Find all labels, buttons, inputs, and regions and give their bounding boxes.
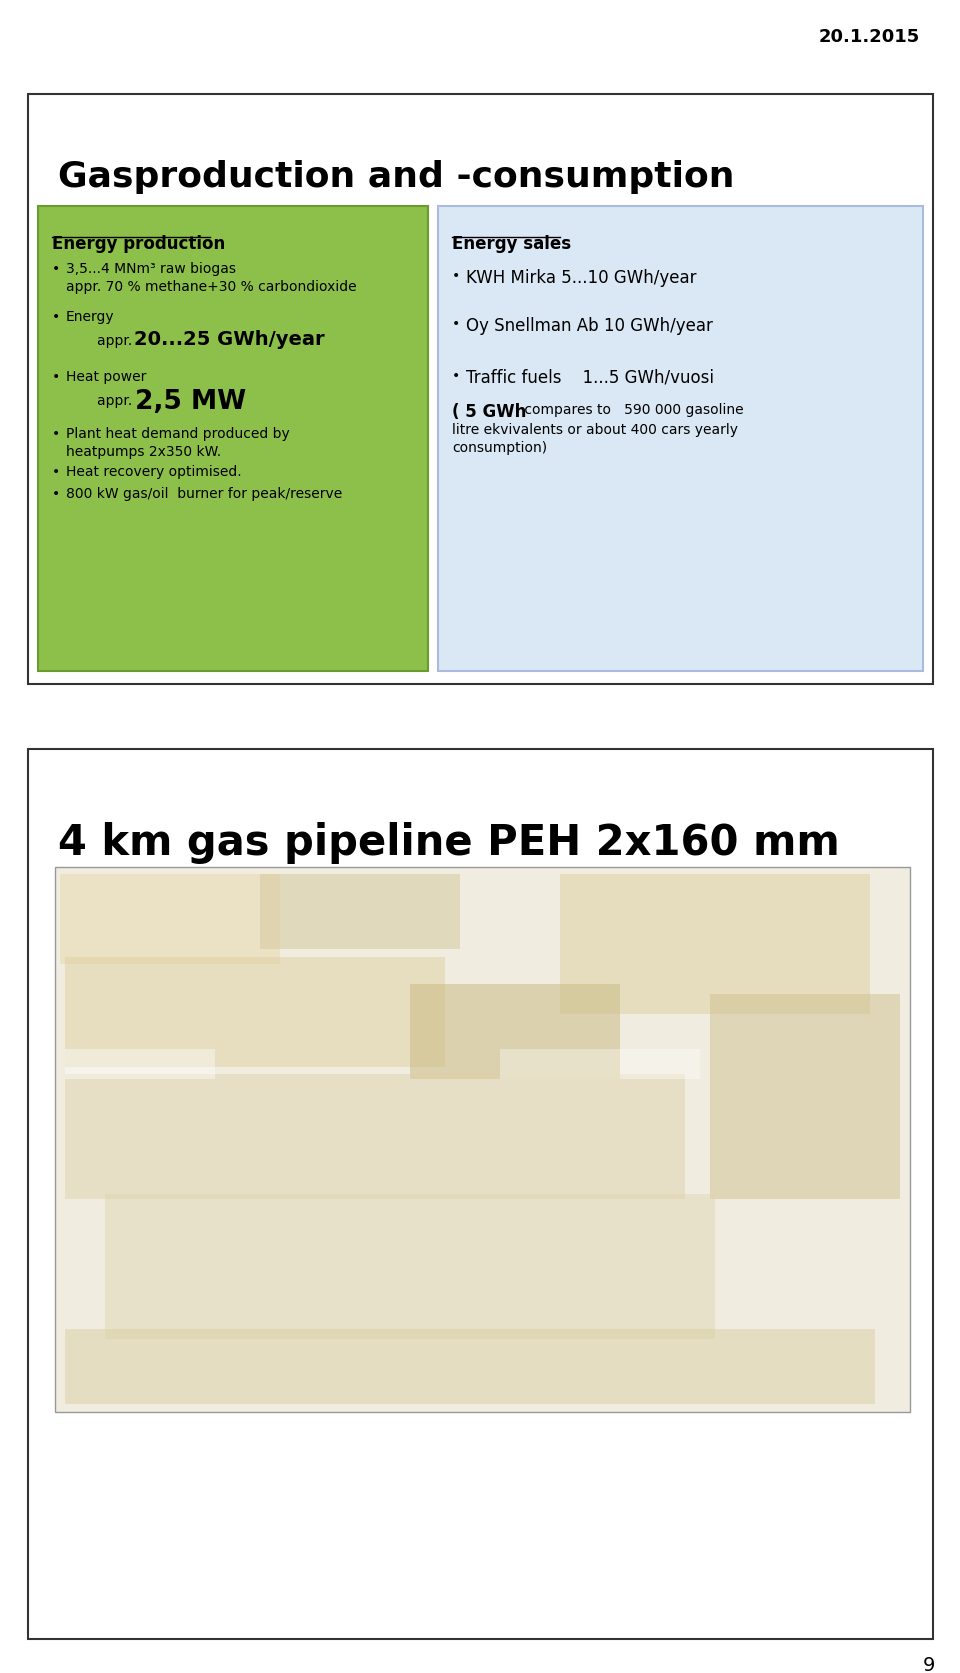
FancyBboxPatch shape — [500, 1049, 700, 1079]
FancyBboxPatch shape — [65, 1074, 685, 1200]
Text: Traffic fuels    1...5 GWh/vuosi: Traffic fuels 1...5 GWh/vuosi — [466, 368, 714, 386]
Text: Plant heat demand produced by: Plant heat demand produced by — [66, 427, 290, 440]
FancyBboxPatch shape — [560, 875, 870, 1014]
Text: •: • — [52, 487, 60, 500]
Text: Heat power: Heat power — [66, 370, 146, 383]
FancyBboxPatch shape — [710, 994, 900, 1200]
Text: litre ekvivalents or about 400 cars yearly: litre ekvivalents or about 400 cars year… — [452, 423, 738, 437]
FancyBboxPatch shape — [28, 750, 933, 1640]
Text: •: • — [52, 427, 60, 440]
FancyBboxPatch shape — [60, 875, 280, 964]
Text: •: • — [52, 310, 60, 325]
Text: •: • — [452, 269, 460, 283]
Text: compares to   590 000 gasoline: compares to 590 000 gasoline — [520, 403, 744, 417]
Text: appr.: appr. — [97, 393, 136, 408]
Text: 20...25 GWh/year: 20...25 GWh/year — [134, 330, 324, 348]
Text: •: • — [452, 316, 460, 331]
FancyBboxPatch shape — [38, 207, 428, 671]
Text: 800 kW gas/oil  burner for peak/reserve: 800 kW gas/oil burner for peak/reserve — [66, 487, 343, 500]
Text: •: • — [52, 465, 60, 478]
Text: 2,5 MW: 2,5 MW — [135, 388, 247, 415]
FancyBboxPatch shape — [260, 875, 460, 950]
Text: consumption): consumption) — [452, 440, 547, 455]
FancyBboxPatch shape — [28, 95, 933, 684]
FancyBboxPatch shape — [55, 868, 910, 1412]
Text: appr.: appr. — [97, 335, 136, 348]
Text: Energy production: Energy production — [52, 234, 226, 253]
Text: KWH Mirka 5...10 GWh/year: KWH Mirka 5...10 GWh/year — [466, 269, 697, 286]
FancyBboxPatch shape — [438, 207, 923, 671]
FancyBboxPatch shape — [65, 957, 445, 1067]
Text: •: • — [52, 263, 60, 276]
FancyBboxPatch shape — [65, 1049, 215, 1079]
Text: appr. 70 % methane+30 % carbondioxide: appr. 70 % methane+30 % carbondioxide — [66, 279, 356, 294]
Text: 4 km gas pipeline PEH 2x160 mm: 4 km gas pipeline PEH 2x160 mm — [58, 821, 840, 863]
FancyBboxPatch shape — [410, 984, 620, 1079]
Text: Energy sales: Energy sales — [452, 234, 571, 253]
Text: Energy: Energy — [66, 310, 114, 325]
Text: •: • — [452, 368, 460, 383]
Text: Gasproduction and -consumption: Gasproduction and -consumption — [58, 161, 734, 194]
Text: 9: 9 — [923, 1655, 935, 1673]
Text: ( 5 GWh: ( 5 GWh — [452, 403, 526, 420]
FancyBboxPatch shape — [105, 1195, 715, 1338]
Text: •: • — [52, 370, 60, 383]
Text: heatpumps 2x350 kW.: heatpumps 2x350 kW. — [66, 445, 221, 458]
Text: Heat recovery optimised.: Heat recovery optimised. — [66, 465, 242, 478]
Text: 3,5...4 MNm³ raw biogas: 3,5...4 MNm³ raw biogas — [66, 263, 236, 276]
FancyBboxPatch shape — [65, 1330, 875, 1404]
Text: Oy Snellman Ab 10 GWh/year: Oy Snellman Ab 10 GWh/year — [466, 316, 713, 335]
Text: 20.1.2015: 20.1.2015 — [819, 28, 920, 45]
